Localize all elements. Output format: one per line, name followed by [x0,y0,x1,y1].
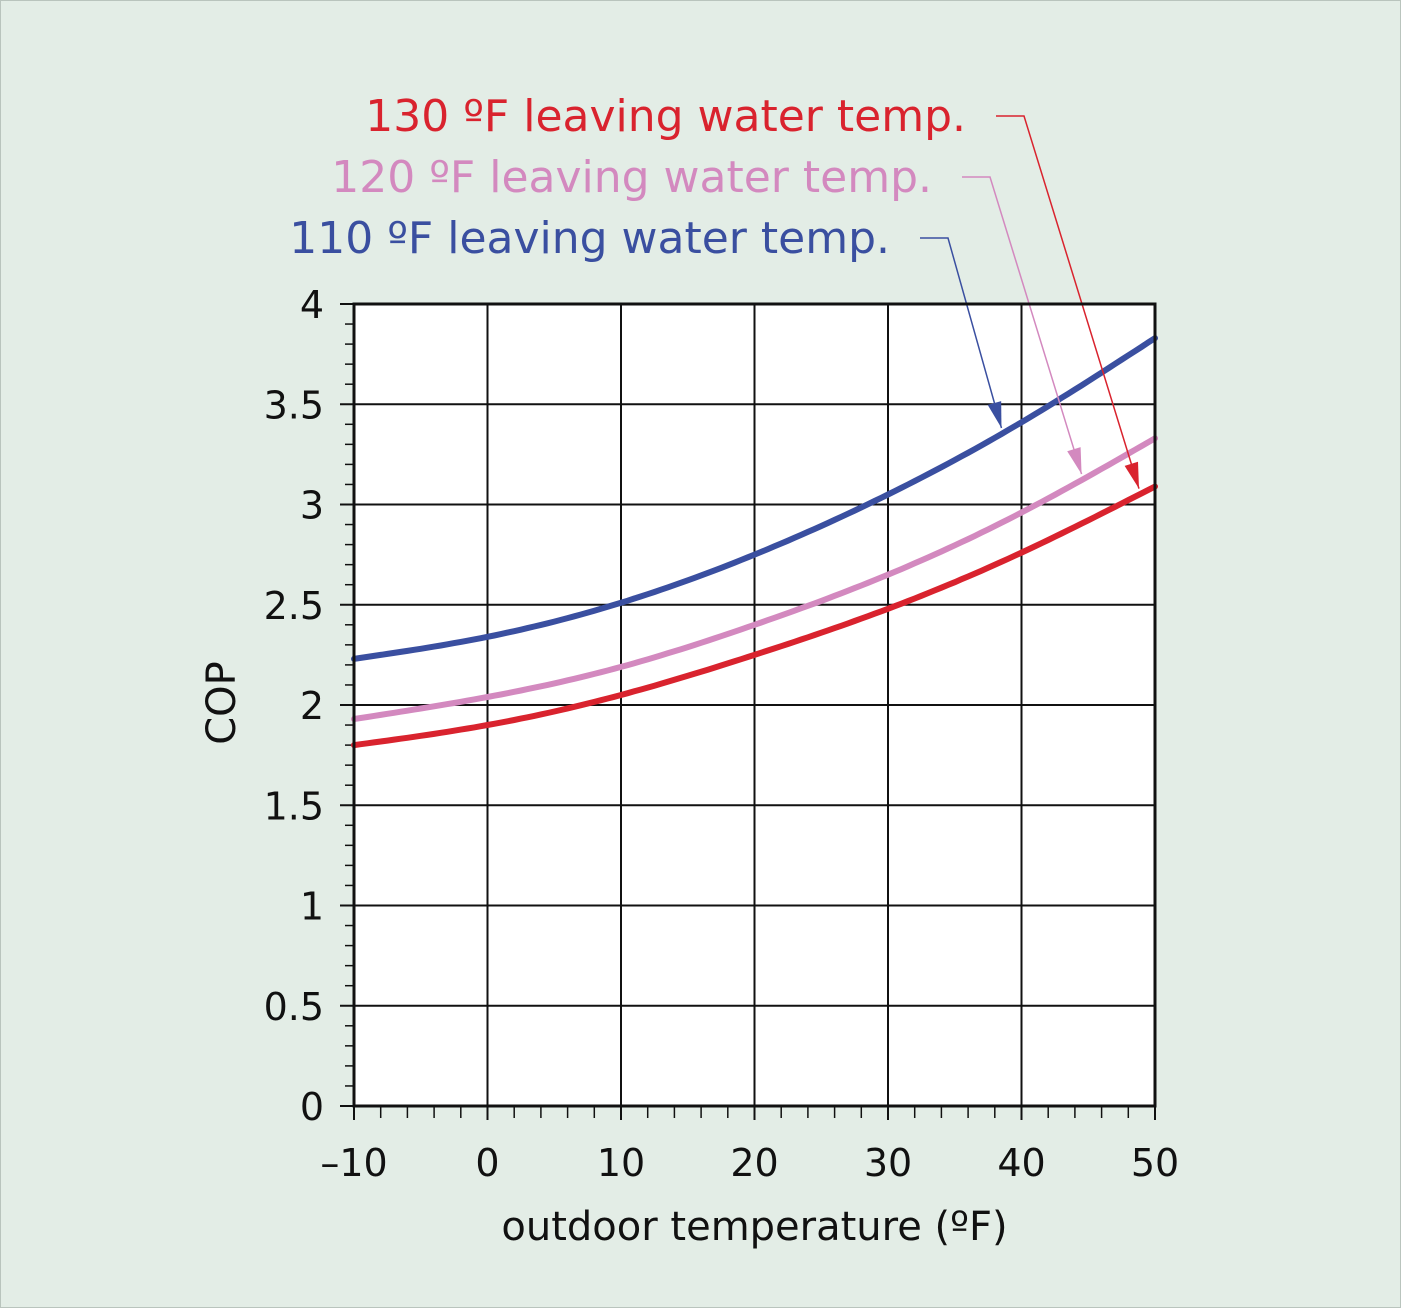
x-tick-label: –10 [320,1141,387,1185]
series-line-3 [351,483,1158,749]
legend-pointer-1 [920,237,1003,429]
legend-pointer-3 [996,115,1140,489]
legend-pointers [920,115,1140,489]
legend-arrowhead-1 [987,401,1002,428]
series-line-2 [351,435,1158,722]
plot-border [352,302,1157,1108]
legend-label-3: 130 ºF leaving water temp. [365,91,966,142]
legend-pointer-2 [962,176,1083,475]
legend-arrowhead-2 [1067,447,1082,475]
y-tick-label: 3.5 [264,383,324,427]
y-tick-label: 0.5 [264,985,324,1029]
x-tick-label: 20 [730,1141,778,1185]
y-tick-label: 2 [300,684,324,728]
y-tick-label: 3 [300,484,324,528]
x-tick-label: 0 [475,1141,499,1185]
y-tick-labels: 0 0.5 1 1.5 2 2.5 3 3.5 4 [264,283,324,1129]
x-tick-label: 10 [597,1141,645,1185]
y-tick-label: 4 [300,283,324,327]
x-tick-label: 40 [997,1141,1045,1185]
series-line-1 [351,335,1158,662]
x-tick-labels: –10 0 10 20 30 40 50 [320,1141,1179,1185]
y-tick-label: 0 [300,1085,324,1129]
y-tick-label: 2.5 [264,584,324,628]
series-lines [351,335,1158,749]
y-tick-label: 1 [300,885,324,929]
y-axis-title: COP [199,661,245,745]
legend-label-2: 120 ºF leaving water temp. [331,152,932,203]
y-tick-label: 1.5 [264,784,324,828]
legend: 110 ºF leaving water temp. 120 ºF leaving… [289,91,966,264]
x-tick-label: 50 [1131,1141,1179,1185]
legend-label-1: 110 ºF leaving water temp. [289,213,890,264]
x-axis-title: outdoor temperature (ºF) [501,1204,1007,1250]
legend-arrowhead-3 [1124,461,1139,489]
x-tick-label: 30 [864,1141,912,1185]
